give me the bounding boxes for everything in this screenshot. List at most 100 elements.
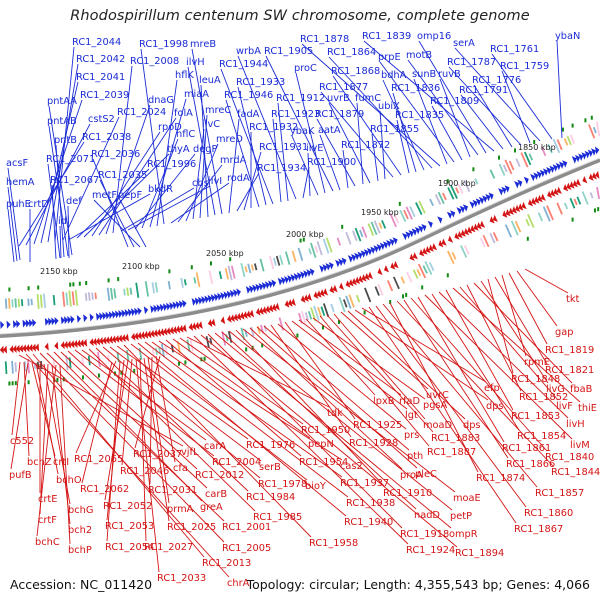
gene-leader-line xyxy=(494,276,548,365)
plus-feature-arrow xyxy=(60,316,65,325)
minus-cog-block xyxy=(527,214,535,228)
plus-feature-arrow xyxy=(32,318,37,327)
gene-leader-line xyxy=(18,354,184,447)
plus-feature-arrow xyxy=(571,156,577,164)
minus-feature-arrow xyxy=(505,208,511,217)
gene-leader-line xyxy=(7,167,21,261)
plus-rna-tick xyxy=(27,286,30,291)
plus-cog-block xyxy=(180,277,184,288)
gene-label: cas2 xyxy=(340,461,363,472)
gene-label: acsF xyxy=(6,158,28,169)
gene-leader-line xyxy=(295,72,326,194)
plus-cog-block xyxy=(508,160,515,171)
plus-rna-tick xyxy=(229,257,232,262)
minus-feature-arrow xyxy=(15,344,20,353)
plus-cog-block xyxy=(336,237,342,246)
gene-leader-line xyxy=(99,179,135,248)
plus-feature-arrow xyxy=(459,205,465,214)
minus-cog-block xyxy=(300,310,307,324)
gene-label: RC1_1861 xyxy=(502,443,551,454)
gene-label: RC1_1944 xyxy=(219,59,268,70)
minus-cog-block xyxy=(320,306,326,316)
plus-feature-arrow xyxy=(379,242,385,251)
plus-cog-block xyxy=(367,223,375,237)
gene-leader-line xyxy=(67,205,70,259)
gene-leader-line xyxy=(109,346,262,462)
gene-label: crtF xyxy=(38,515,57,526)
plus-cog-block xyxy=(441,192,447,201)
gene-leader-line xyxy=(524,268,569,294)
gene-leader-line xyxy=(48,125,69,257)
minus-feature-arrow xyxy=(275,302,280,311)
gene-leader-line xyxy=(556,40,563,139)
plus-cog-block xyxy=(269,255,275,270)
gene-leader-line xyxy=(382,79,425,171)
gene-label: proC xyxy=(294,63,317,74)
minus-feature-arrow xyxy=(563,183,569,192)
plus-feature-arrow xyxy=(153,304,158,313)
gene-leader-line xyxy=(10,362,29,470)
gene-leader-line xyxy=(501,70,531,144)
gene-label: fumC xyxy=(355,93,381,104)
plus-rna-tick xyxy=(117,277,120,282)
plus-cog-block xyxy=(437,191,445,204)
plus-cog-block xyxy=(253,263,258,271)
gene-label: RC1_1872 xyxy=(341,140,390,151)
minus-feature-arrow xyxy=(287,299,293,307)
plus-rna-tick xyxy=(299,238,302,243)
gene-leader-line xyxy=(127,185,211,231)
minus-cog-block xyxy=(576,196,582,205)
gene-leader-line xyxy=(320,91,394,178)
plus-feature-arrow xyxy=(143,306,149,315)
plus-feature-arrow xyxy=(95,312,101,321)
gene-leader-line xyxy=(413,78,448,165)
gene-leader-line xyxy=(192,128,205,220)
gene-leader-line xyxy=(243,151,262,211)
gene-label: thiE xyxy=(578,403,597,414)
minus-feature-arrow xyxy=(191,322,197,331)
gene-label: RC1_2044 xyxy=(72,37,121,48)
plus-feature-arrow xyxy=(296,272,302,280)
plus-feature-arrow xyxy=(411,228,417,236)
plus-cog-block xyxy=(310,242,317,258)
plus-cog-block xyxy=(106,287,111,301)
minus-feature-arrow xyxy=(566,182,572,191)
gene-leader-line xyxy=(389,302,479,473)
minus-rna-tick xyxy=(421,285,424,290)
minus-feature-arrow xyxy=(70,340,75,349)
gene-label: RC1_1976 xyxy=(246,440,295,451)
plus-cog-block xyxy=(588,124,596,139)
gene-leader-line xyxy=(291,320,408,410)
minus-cog-block xyxy=(11,360,14,374)
minus-feature-arrow xyxy=(73,339,78,348)
gene-label: ilvH xyxy=(186,57,205,68)
gene-label: RC1_1954 xyxy=(299,457,348,468)
plus-feature-arrow xyxy=(277,277,283,286)
minus-feature-arrow xyxy=(316,290,322,298)
plus-feature-arrow xyxy=(414,227,420,235)
gene-label: bkdR xyxy=(148,184,173,195)
gene-label: degP xyxy=(193,144,217,155)
kbp-tick-label: 2150 kbp xyxy=(40,267,78,276)
minus-feature-arrow xyxy=(313,291,319,299)
gene-leader-line xyxy=(177,164,223,223)
minus-feature-arrow xyxy=(428,244,434,252)
minus-feature-arrow xyxy=(284,300,290,308)
gene-label: RC1_1940 xyxy=(344,517,393,528)
minus-feature-arrow xyxy=(508,207,514,215)
plus-feature-arrow xyxy=(131,308,136,317)
gene-leader-line xyxy=(88,348,256,512)
minus-rna-tick xyxy=(120,370,123,375)
gene-leader-line xyxy=(106,360,121,542)
plus-cog-block xyxy=(39,294,43,308)
gene-label: gap xyxy=(555,327,573,338)
plus-feature-arrow xyxy=(102,311,107,320)
minus-feature-arrow xyxy=(307,293,312,301)
plus-cog-block xyxy=(144,281,149,297)
plus-feature-arrow xyxy=(446,211,452,220)
minus-feature-arrow xyxy=(467,226,473,234)
gene-label: fadA xyxy=(237,109,260,120)
minus-rna-tick xyxy=(11,381,14,386)
figure-title: Rhodospirillum centenum SW chromosome, c… xyxy=(70,8,530,24)
